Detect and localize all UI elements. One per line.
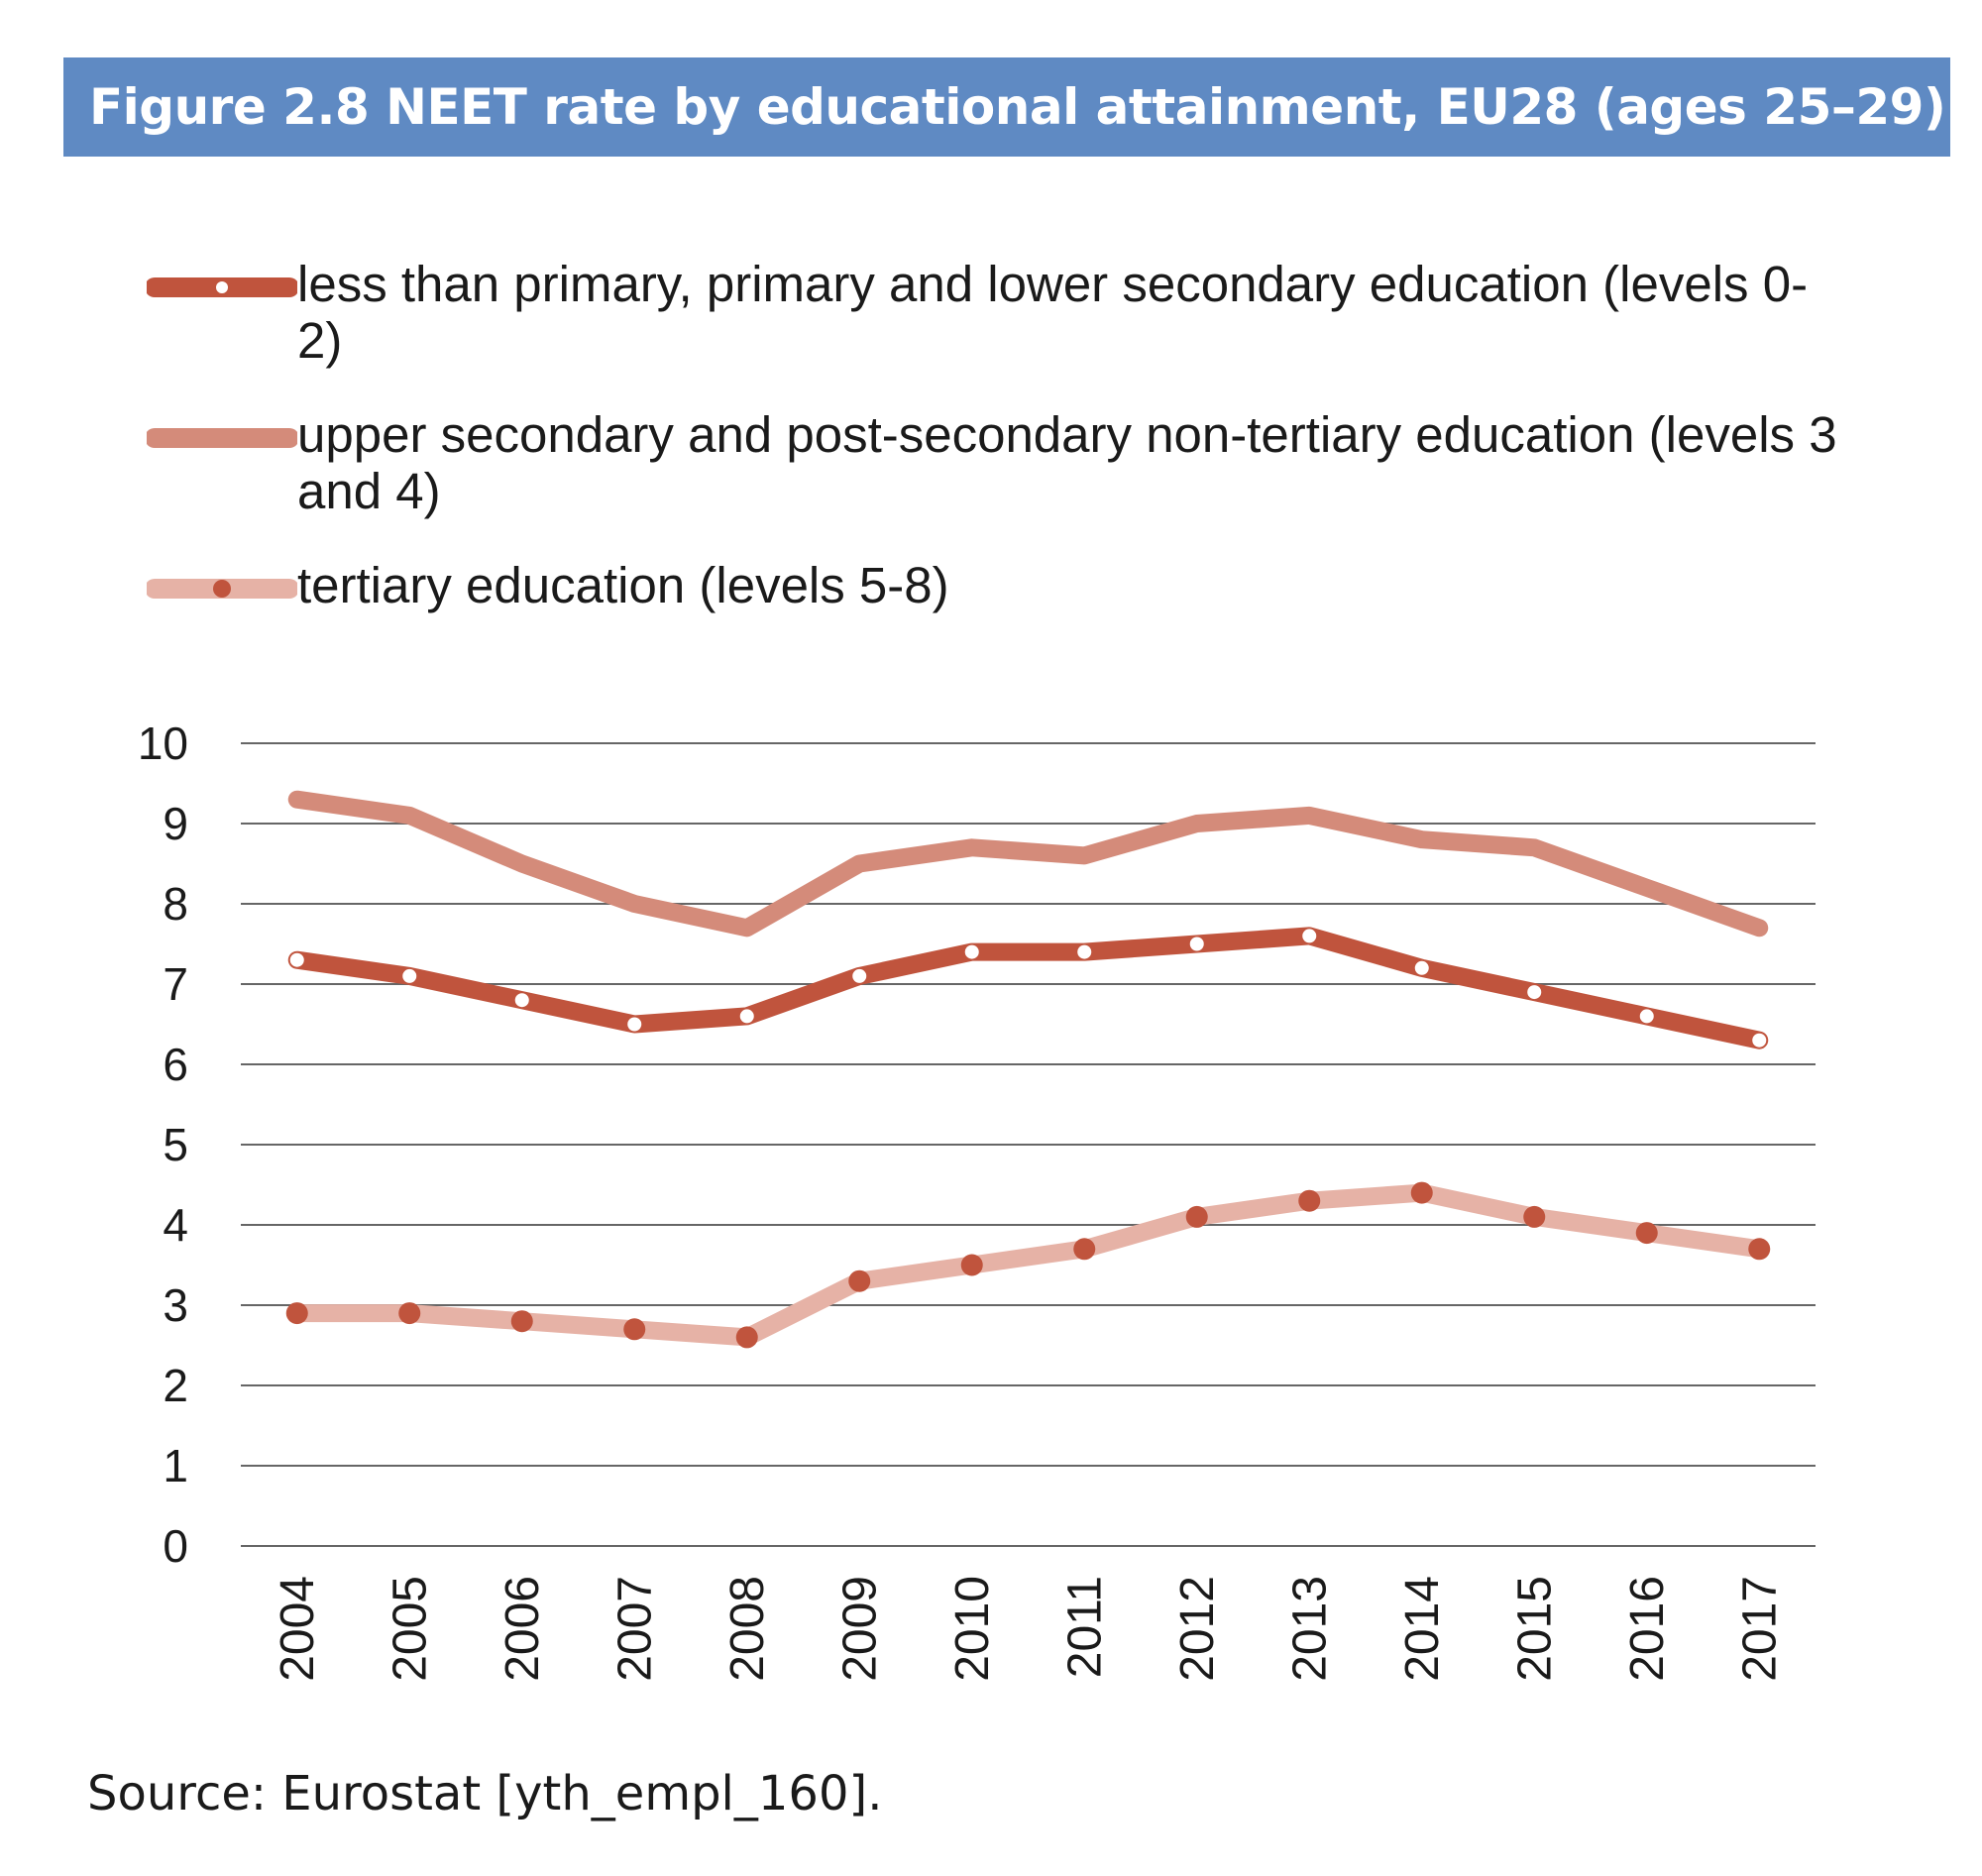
y-tick-label-4: 4	[163, 1199, 188, 1251]
chart-legend: less than primary, primary and lower sec…	[147, 256, 1930, 651]
point-levels-5-8-2007	[623, 1318, 646, 1341]
y-tick-label-2: 2	[163, 1360, 188, 1411]
legend-label-levels-0-2: less than primary, primary and lower sec…	[297, 256, 1809, 369]
line-chart: 0 1 2 3 4 5 6 7 8 9 10 2004 2005 2006 2007 2008 2009 201…	[138, 717, 1816, 1682]
source-note: Source: Eurostat [yth_empl_160].	[87, 1766, 883, 1821]
y-tick-label-3: 3	[163, 1279, 188, 1331]
point-levels-0-2-2009	[852, 968, 867, 983]
grid-layer	[241, 742, 1816, 1547]
series-levels-3-4	[287, 790, 1769, 938]
x-tick-label-2017: 2017	[1733, 1576, 1786, 1682]
series-levels-5-8	[285, 1181, 1771, 1349]
y-tick-label-6: 6	[163, 1039, 188, 1090]
point-levels-5-8-2008	[735, 1326, 758, 1349]
point-levels-0-2-2012	[1189, 937, 1204, 951]
y-tick-label-8: 8	[163, 878, 188, 930]
x-tick-label-2012: 2012	[1171, 1576, 1224, 1682]
point-levels-5-8-2011	[1073, 1238, 1096, 1261]
x-tick-label-2016: 2016	[1621, 1576, 1674, 1682]
point-levels-0-2-2008	[739, 1009, 754, 1024]
figure-title: Figure 2.8 NEET rate by educational atta…	[63, 57, 1950, 157]
point-levels-0-2-2014	[1414, 960, 1429, 975]
point-levels-0-2-2005	[402, 968, 417, 983]
point-levels-0-2-2015	[1527, 985, 1542, 1000]
legend-label-levels-5-8: tertiary education (levels 5-8)	[297, 557, 949, 613]
point-levels-5-8-2004	[285, 1302, 308, 1325]
series-layer	[285, 790, 1771, 1349]
y-axis-ticks: 0 1 2 3 4 5 6 7 8 9 10	[138, 717, 188, 1572]
point-levels-0-2-2006	[514, 993, 529, 1008]
point-levels-0-2-2010	[964, 944, 979, 959]
y-tick-label-5: 5	[163, 1119, 188, 1170]
x-axis-ticks: 2004 2005 2006 2007 2008 2009 2010 2011 2012 2013…	[272, 1576, 1787, 1682]
point-levels-5-8-2010	[960, 1254, 983, 1276]
point-levels-5-8-2013	[1298, 1189, 1321, 1212]
x-tick-label-2006: 2006	[496, 1576, 549, 1682]
legend-swatch-levels-3-4	[147, 428, 297, 448]
point-levels-5-8-2009	[848, 1269, 871, 1292]
legend-item-levels-5-8: tertiary education (levels 5-8)	[147, 557, 1930, 613]
x-tick-label-2015: 2015	[1508, 1576, 1561, 1682]
y-tick-label-10: 10	[138, 717, 188, 769]
point-levels-5-8-2005	[398, 1302, 421, 1325]
point-levels-0-2-2017	[1752, 1033, 1767, 1048]
x-tick-label-2005: 2005	[384, 1576, 436, 1682]
x-tick-label-2014: 2014	[1396, 1576, 1449, 1682]
point-levels-0-2-2013	[1302, 929, 1317, 943]
series-levels-0-2	[287, 927, 1769, 1049]
point-levels-5-8-2012	[1185, 1205, 1208, 1228]
y-tick-label-1: 1	[163, 1440, 188, 1491]
y-tick-label-9: 9	[163, 798, 188, 849]
point-levels-5-8-2016	[1635, 1222, 1658, 1245]
point-levels-5-8-2015	[1523, 1205, 1546, 1228]
x-tick-label-2013: 2013	[1283, 1576, 1336, 1682]
point-levels-0-2-2004	[289, 952, 304, 967]
x-tick-label-2004: 2004	[272, 1576, 324, 1682]
series-line-levels-5-8	[287, 1183, 1769, 1347]
y-tick-label-0: 0	[163, 1520, 188, 1572]
point-levels-5-8-2006	[510, 1310, 533, 1333]
y-tick-label-7: 7	[163, 958, 188, 1010]
series-line-levels-3-4	[287, 790, 1769, 938]
series-line-levels-0-2	[287, 927, 1769, 1049]
legend-item-levels-3-4: upper secondary and post-secondary non-t…	[147, 406, 1930, 519]
x-tick-label-2008: 2008	[721, 1576, 774, 1682]
legend-item-levels-0-2: less than primary, primary and lower sec…	[147, 256, 1930, 369]
x-tick-label-2011: 2011	[1058, 1576, 1111, 1678]
point-levels-0-2-2011	[1077, 944, 1092, 959]
point-levels-0-2-2016	[1639, 1009, 1654, 1024]
legend-swatch-levels-0-2	[147, 277, 297, 297]
legend-label-levels-3-4: upper secondary and post-secondary non-t…	[297, 406, 1837, 519]
point-levels-5-8-2017	[1748, 1238, 1771, 1261]
legend-swatch-levels-5-8	[147, 579, 297, 599]
point-levels-0-2-2007	[627, 1017, 642, 1032]
x-tick-label-2010: 2010	[946, 1576, 999, 1682]
x-tick-label-2009: 2009	[833, 1576, 886, 1682]
x-tick-label-2007: 2007	[608, 1576, 661, 1682]
point-levels-5-8-2014	[1410, 1181, 1433, 1204]
